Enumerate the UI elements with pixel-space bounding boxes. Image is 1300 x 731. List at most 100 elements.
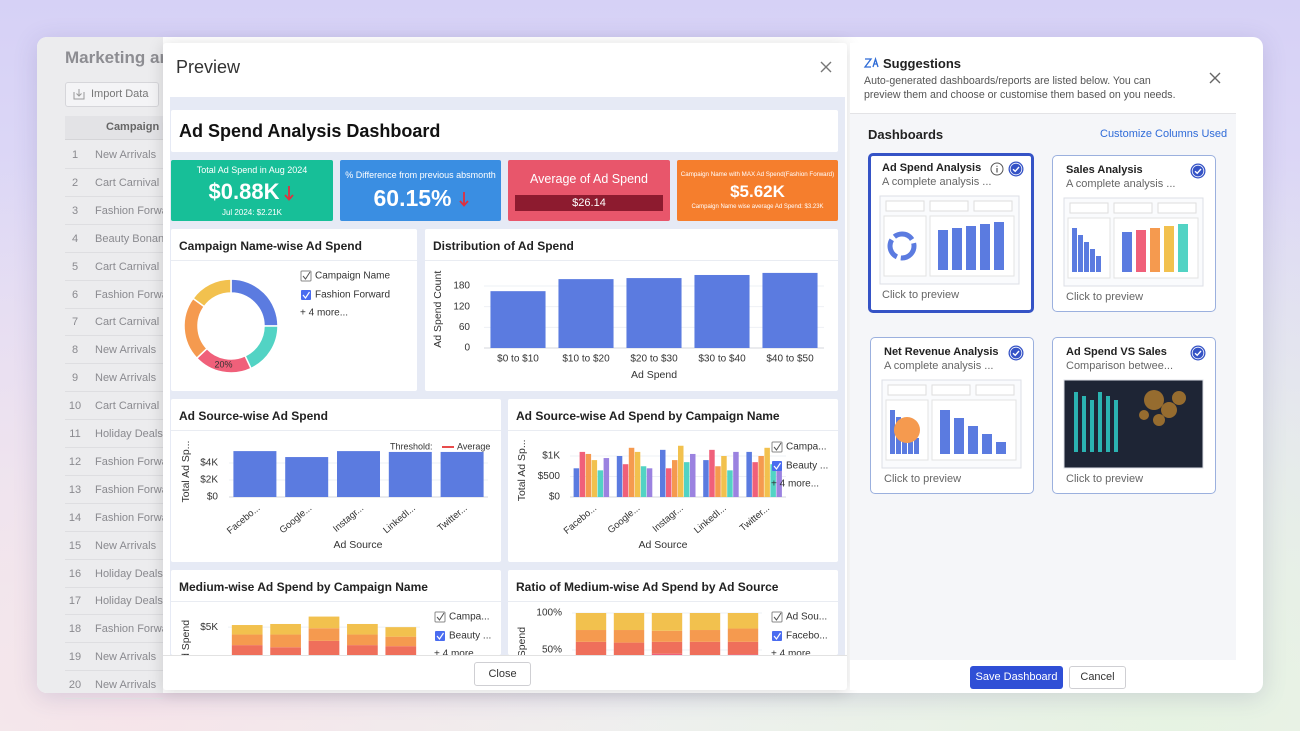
close-icon[interactable] bbox=[820, 61, 832, 73]
import-glyph bbox=[73, 89, 85, 100]
card-title: Ad Spend VS Sales bbox=[1066, 346, 1167, 358]
customize-link[interactable]: Customize Columns Used bbox=[1100, 128, 1228, 140]
thumb-bar bbox=[994, 222, 1004, 270]
zia-logo bbox=[863, 56, 879, 68]
table-row bbox=[65, 420, 163, 448]
chart-card bbox=[508, 399, 838, 562]
cancel-button[interactable] bbox=[1069, 666, 1126, 689]
close-glyph bbox=[1209, 72, 1221, 84]
thumb-kpi bbox=[975, 384, 1015, 396]
row-campaign: Fashion Forwa bbox=[95, 288, 168, 301]
kpi-label: Average of Ad Spend bbox=[530, 172, 648, 186]
row-number: 18 bbox=[68, 623, 82, 636]
thumb-bar bbox=[938, 230, 948, 270]
cancel-button-label[interactable]: Cancel bbox=[1080, 671, 1115, 683]
thumb-bubble bbox=[1144, 390, 1164, 410]
row-campaign: Fashion Forwa bbox=[95, 511, 168, 524]
card-action[interactable]: Click to preview bbox=[1066, 291, 1144, 303]
close-button-label[interactable]: Close bbox=[488, 668, 517, 680]
thumb-bar bbox=[968, 426, 978, 454]
close-glyph bbox=[820, 61, 832, 73]
row-number: 16 bbox=[68, 567, 82, 580]
save-button-label[interactable]: Save Dashboard bbox=[975, 671, 1058, 683]
thumb-kpi bbox=[1069, 202, 1109, 214]
kpi-value: $5.62K bbox=[730, 182, 785, 201]
chart-title: Distribution of Ad Spend bbox=[433, 239, 574, 253]
table-row bbox=[65, 615, 163, 644]
thumb-bar bbox=[890, 410, 895, 454]
table-row bbox=[65, 532, 163, 560]
check-circle bbox=[1008, 345, 1024, 361]
thumb-bubble bbox=[1172, 391, 1186, 405]
table-row bbox=[65, 308, 163, 337]
thumb-bar bbox=[940, 410, 950, 454]
row-number: 9 bbox=[71, 372, 79, 385]
thumb-kpi bbox=[931, 384, 971, 396]
close-button[interactable] bbox=[474, 662, 531, 686]
card-subtitle: A complete analysis ... bbox=[882, 176, 992, 188]
table-row bbox=[65, 169, 163, 197]
dashboard-title: Ad Spend Analysis Dashboard bbox=[179, 121, 441, 141]
row-number: 11 bbox=[69, 428, 81, 440]
row-number: 14 bbox=[68, 511, 82, 524]
row-number: 19 bbox=[68, 651, 82, 664]
kpi-value: $0.88K bbox=[208, 179, 280, 204]
kpi-value: 60.15% bbox=[373, 185, 452, 211]
check-icon[interactable] bbox=[1008, 345, 1024, 361]
trend-arrow bbox=[284, 186, 294, 201]
row-number: 15 bbox=[68, 539, 82, 552]
kpi-bar bbox=[515, 195, 663, 211]
row-campaign: Holiday Deals bbox=[95, 567, 163, 580]
card-action[interactable]: Click to preview bbox=[884, 473, 962, 485]
kpi-label: Total Ad Spend in Aug 2024 bbox=[196, 165, 308, 175]
save-button[interactable] bbox=[970, 666, 1063, 689]
kpi-label: Campaign Name with MAX Ad Spend(Fashion … bbox=[680, 171, 835, 178]
table-row bbox=[65, 253, 163, 281]
close-icon[interactable] bbox=[1209, 72, 1221, 84]
row-number: 8 bbox=[71, 344, 79, 357]
thumb-bar bbox=[1098, 392, 1102, 452]
row-campaign: New Arrivals bbox=[95, 344, 157, 357]
check-icon[interactable] bbox=[1190, 345, 1206, 361]
card-title: Ad Spend Analysis bbox=[882, 162, 982, 174]
info-icon[interactable] bbox=[990, 162, 1004, 176]
check-circle bbox=[1008, 161, 1024, 177]
thumb-kpi bbox=[885, 200, 925, 212]
thumb-bar bbox=[1090, 400, 1094, 452]
thumb-kpi bbox=[887, 384, 927, 396]
table-header bbox=[65, 116, 163, 140]
row-number: 13 bbox=[68, 483, 82, 496]
thumb-bar bbox=[1114, 400, 1118, 452]
chart-card-divider bbox=[508, 430, 838, 431]
check-ring bbox=[1009, 162, 1023, 176]
row-campaign: Cart Carnival bbox=[95, 176, 160, 189]
card-thumbnail bbox=[881, 379, 1022, 469]
table-row bbox=[65, 587, 163, 616]
logo-glyph bbox=[863, 56, 879, 68]
card-action[interactable]: Click to preview bbox=[882, 289, 960, 301]
card-action[interactable]: Click to preview bbox=[1066, 473, 1144, 485]
row-number: 20 bbox=[68, 679, 82, 692]
check-icon[interactable] bbox=[1008, 161, 1024, 177]
chart-title: Campaign Name-wise Ad Spend bbox=[179, 239, 362, 253]
row-number: 1 bbox=[71, 149, 79, 161]
row-campaign: Fashion Forwa bbox=[95, 483, 168, 496]
card-subtitle: A complete analysis ... bbox=[884, 360, 994, 372]
table-row bbox=[65, 392, 163, 421]
chart-card-divider bbox=[171, 260, 417, 261]
card-subtitle: Comparison betwee... bbox=[1066, 360, 1173, 372]
table-row bbox=[65, 476, 163, 504]
chart-title: Ad Source-wise Ad Spend by Campaign Name bbox=[516, 409, 780, 423]
modal-footer-line bbox=[163, 655, 847, 656]
row-campaign: New Arrivals bbox=[95, 679, 157, 692]
thumb-bar bbox=[1150, 228, 1160, 272]
kpi-label: % Difference from previous absmonth bbox=[345, 170, 496, 180]
check-icon[interactable] bbox=[1190, 163, 1206, 179]
card-thumbnail bbox=[879, 195, 1020, 285]
table-row bbox=[65, 281, 163, 309]
import-icon bbox=[73, 89, 85, 100]
chart-card bbox=[171, 399, 501, 562]
chart-card-divider bbox=[171, 430, 501, 431]
card-thumbnail bbox=[1063, 197, 1204, 287]
